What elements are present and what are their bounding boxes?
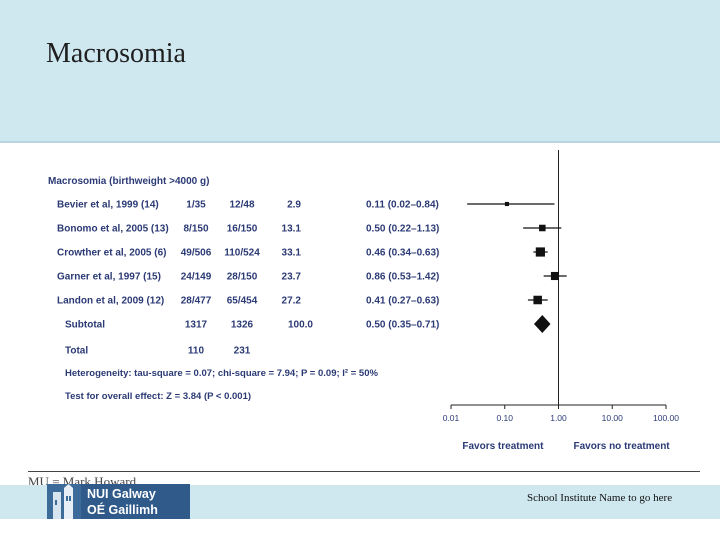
section-label: Macrosomia (birthweight >4000 g) bbox=[48, 176, 209, 187]
total-control: 231 bbox=[234, 346, 251, 357]
study-ci: 0.11 (0.02–0.84) bbox=[366, 200, 439, 211]
point-estimate bbox=[550, 271, 560, 281]
study-name: Garner et al, 1997 (15) bbox=[57, 272, 161, 283]
title-banner: Macrosomia bbox=[0, 0, 720, 143]
footer-divider bbox=[28, 471, 700, 472]
logo-line-2: OÉ Gaillimh bbox=[87, 502, 158, 517]
point-estimate bbox=[504, 201, 510, 207]
subtotal-treatment: 1317 bbox=[185, 320, 208, 331]
study-treatment: 8/150 bbox=[183, 224, 208, 235]
subtotal-diamond bbox=[533, 315, 551, 333]
x-tick-label: 0.10 bbox=[496, 413, 513, 423]
slide-title: Macrosomia bbox=[46, 38, 186, 69]
school-name: School Institute Name to go here bbox=[527, 492, 673, 504]
total-treatment: 110 bbox=[188, 346, 205, 357]
heterogeneity-text: Heterogeneity: tau-square = 0.07; chi-sq… bbox=[65, 368, 378, 379]
x-tick-label: 0.01 bbox=[443, 413, 460, 423]
favors-right-label: Favors no treatment bbox=[574, 441, 671, 452]
logo-line-1: NUI Galway bbox=[87, 486, 156, 501]
study-weight: 27.2 bbox=[282, 296, 302, 307]
study-name: Bonomo et al, 2005 (13) bbox=[57, 224, 169, 235]
study-ci: 0.50 (0.22–1.13) bbox=[366, 224, 439, 235]
study-treatment: 49/506 bbox=[181, 248, 212, 259]
study-ci: 0.86 (0.53–1.42) bbox=[366, 272, 439, 283]
study-weight: 23.7 bbox=[282, 272, 302, 283]
subtotal-label: Subtotal bbox=[65, 320, 105, 331]
study-treatment: 1/35 bbox=[186, 200, 206, 211]
x-tick-label: 10.00 bbox=[602, 413, 624, 423]
study-treatment: 24/149 bbox=[181, 272, 212, 283]
study-weight: 33.1 bbox=[282, 248, 302, 259]
study-weight: 2.9 bbox=[287, 200, 301, 211]
study-weight: 13.1 bbox=[282, 224, 302, 235]
study-name: Landon et al, 2009 (12) bbox=[57, 296, 164, 307]
study-control: 16/150 bbox=[227, 224, 258, 235]
subtotal-control: 1326 bbox=[231, 320, 254, 331]
study-control: 65/454 bbox=[227, 296, 258, 307]
subtotal-weight: 100.0 bbox=[288, 320, 313, 331]
study-ci: 0.41 (0.27–0.63) bbox=[366, 296, 439, 307]
study-control: 28/150 bbox=[227, 272, 258, 283]
study-treatment: 28/477 bbox=[181, 296, 212, 307]
study-ci: 0.46 (0.34–0.63) bbox=[366, 248, 439, 259]
point-estimate bbox=[533, 295, 542, 305]
nui-galway-logo: NUI Galway OÉ Gaillimh bbox=[47, 484, 190, 519]
forest-plot: Macrosomia (birthweight >4000 g) Bevier e… bbox=[48, 150, 679, 452]
subtotal-ci: 0.50 (0.35–0.71) bbox=[366, 320, 439, 331]
point-estimate bbox=[539, 224, 546, 232]
total-label: Total bbox=[65, 346, 88, 357]
study-name: Crowther et al, 2005 (6) bbox=[57, 248, 166, 259]
favors-left-label: Favors treatment bbox=[462, 441, 544, 452]
study-name: Bevier et al, 1999 (14) bbox=[57, 200, 159, 211]
x-tick-label: 100.00 bbox=[653, 413, 679, 423]
footer-cut-text: MU = Mark Howard bbox=[28, 474, 137, 485]
quadrangle-tower-icon bbox=[47, 484, 81, 519]
overall-effect-text: Test for overall effect: Z = 3.84 (P < 0… bbox=[65, 391, 251, 402]
study-control: 110/524 bbox=[224, 248, 260, 259]
study-control: 12/48 bbox=[229, 200, 254, 211]
point-estimate bbox=[535, 247, 545, 257]
x-tick-label: 1.00 bbox=[550, 413, 567, 423]
